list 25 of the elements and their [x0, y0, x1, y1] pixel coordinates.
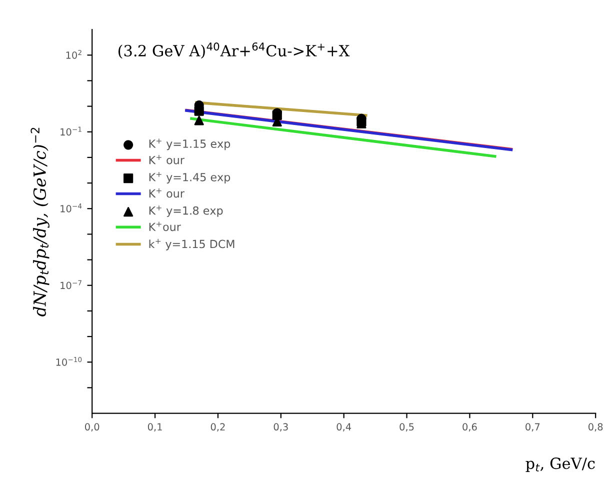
x-axis-title: p$_{t}$, GeV/c [526, 458, 595, 472]
annotation: (3.2 GeV A)$^{40}$Ar+$^{64}$Cu->K$^{+}$+X [118, 42, 350, 59]
legend-label: K$^{+}$ y=1.8 exp [149, 205, 223, 217]
x-tick-label: 0,2 [210, 423, 225, 432]
y-tick-label: 10$^{−10}$ [56, 356, 82, 366]
legend-label: K$^{+}$ y=1.15 exp [149, 138, 230, 150]
x-tick-label: 0,0 [85, 423, 100, 432]
x-tick-label: 0,7 [526, 423, 540, 432]
y-tick-label: 10$^{2}$ [66, 50, 82, 59]
legend-label: K$^{+}$ y=1.45 exp [149, 172, 230, 184]
x-tick-label: 0,5 [400, 423, 414, 432]
y-tick-label: 10$^{−7}$ [60, 280, 82, 290]
x-tick-label: 0,1 [148, 423, 162, 432]
x-tick-label: 0,8 [588, 423, 603, 432]
y-tick-label: 10$^{−1}$ [60, 126, 82, 136]
legend-label: k$^{+}$ y=1.15 DCM [149, 238, 234, 250]
legend-label: K$^{+}$our [149, 222, 181, 232]
legend-label: K$^{+}$ our [149, 188, 184, 198]
point [194, 116, 204, 126]
x-tick-label: 0,6 [462, 423, 477, 432]
y-axis-title: dN/p$_{t}$dp$_{t}$/dy, (GeV/c)$^{−2}$ [30, 128, 50, 316]
x-tick-label: 0,3 [274, 423, 288, 432]
x-tick-label: 0,4 [336, 423, 352, 432]
y-tick-label: 10$^{−4}$ [60, 204, 82, 212]
legend-label: K$^{+}$ our [149, 154, 184, 164]
